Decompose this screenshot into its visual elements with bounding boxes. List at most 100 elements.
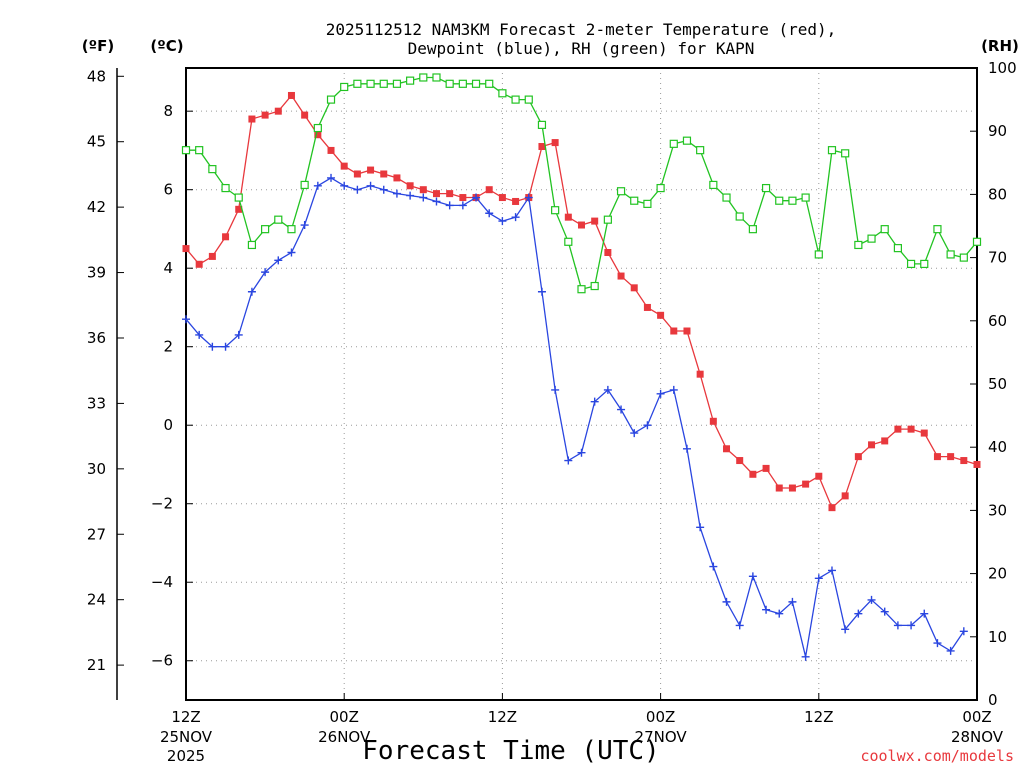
temperature-point [432,190,440,198]
rh-point [761,183,771,193]
temperature-point [459,194,467,202]
rh-point [696,146,705,155]
dewpoint-point [577,448,586,457]
fahrenheit-axis: 48 45 42 39 36 33 30 27 24 21 [87,67,124,700]
temperature-point [841,492,849,500]
temperature-point [287,91,295,99]
dewpoint-point [340,181,349,190]
rh-point [313,123,322,133]
dewpoint-point [182,315,190,324]
fahrenheit-tick-label: 45 [87,133,106,151]
time-tick-label: 00Z [646,708,675,726]
temperature-point [854,453,862,461]
rh-point [247,240,257,250]
temperature-point [657,311,665,319]
dewpoint-point [524,193,533,202]
rh-point [498,89,507,98]
temperature-point [261,111,269,119]
dewpoint-point [709,562,718,571]
rh-point [300,180,309,190]
temperature-point [881,437,889,445]
rh-point [471,79,481,88]
dewpoint-point [247,287,256,296]
dewpoint-point [920,609,929,618]
temperature-point [815,472,823,480]
temperature-point [327,146,335,154]
time-tick-year: 2025 [167,747,205,765]
temperature-point [630,284,638,292]
dewpoint-point [801,652,810,661]
rh-point [854,240,863,250]
temperature-point [446,190,454,198]
temperature-point [643,303,651,311]
rh-point [827,146,837,155]
temperature-point [406,182,414,190]
rh-point [577,285,586,294]
rh-point [735,212,744,221]
temperature-point [868,441,876,449]
dewpoint-point [590,397,599,406]
temperature-point [367,166,375,174]
rh-point [630,196,639,205]
temperature-point [182,245,190,253]
dewpoint-point [313,181,322,190]
rh-point [537,120,547,129]
celsius-tick-label: −6 [151,652,173,670]
fahrenheit-tick-label: 27 [87,525,106,543]
dewpoint-point [564,456,573,465]
dewpoint-point [287,248,296,257]
temperature-point [538,143,546,151]
dewpoint-point [445,201,454,210]
temperature-point [485,186,493,194]
dewpoint-point [682,444,691,453]
time-tick-label: 12Z [171,708,200,726]
dewpoint-point [327,173,336,182]
rh-tick-label: 70 [988,249,1007,267]
dewpoint-point [485,209,494,218]
dewpoint-point [432,197,441,206]
dewpoint-series-line [185,177,965,657]
time-tick-date: 27NOV [635,728,688,746]
dewpoint-point [406,191,415,200]
series-layer [182,73,982,661]
temperature-point [696,370,704,378]
dewpoint-point [195,330,204,339]
temperature-point [749,470,757,478]
dewpoint-point [208,342,217,351]
dewpoint-point [867,595,876,604]
rh-point [933,225,942,234]
dewpoint-point [353,185,362,194]
dewpoint-point [261,268,270,277]
rh-point [419,73,428,82]
rh-point [458,79,467,88]
rh-point [643,199,652,208]
temperature-point [683,327,691,335]
rh-point [841,149,850,158]
fahrenheit-tick-label: 39 [87,264,106,282]
rh-point [432,73,441,82]
dewpoint-point [234,330,243,339]
rh-point [208,165,217,174]
fahrenheit-tick-label: 24 [87,591,106,609]
chart-title-line2: Dewpoint (blue), RH (green) for KAPN [408,39,755,58]
rh-tick-label: 50 [988,375,1007,393]
temperature-point [723,445,731,453]
dewpoint-point [300,221,309,230]
dewpoint-point [907,621,916,630]
rh-point [485,79,494,88]
temperature-point [762,464,770,472]
temperature-point [960,457,968,465]
rh-point [748,225,757,234]
dewpoint-point [419,193,428,202]
rh-point [656,183,665,193]
temperature-point [564,213,572,221]
rh-point [788,196,797,205]
dewpoint-point [511,213,520,222]
rh-point [880,225,889,234]
dewpoint-point [551,385,560,394]
rh-point [603,215,612,224]
temperature-point [736,457,744,465]
rh-point [274,215,283,224]
